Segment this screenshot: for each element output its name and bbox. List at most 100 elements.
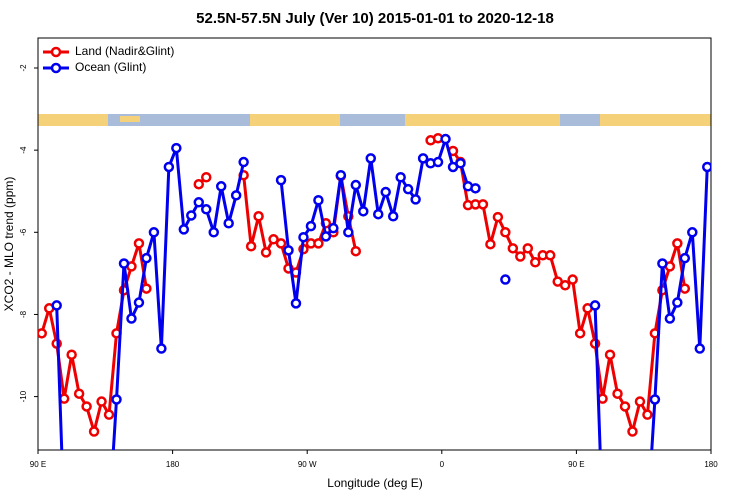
data-point [470,183,481,194]
legend-marker [50,62,62,74]
data-point [358,206,369,217]
legend-label: Ocean (Glint) [75,60,146,74]
data-point [298,231,309,243]
data-point [171,142,182,154]
data-point [515,251,526,262]
data-point [649,394,661,405]
y-tick-label: -6 [19,228,28,236]
data-point [380,186,391,198]
data-point [118,258,130,269]
data-point [148,227,160,238]
data-point [96,396,107,407]
data-point [163,161,175,173]
x-tick-label: 180 [166,460,180,469]
data-point [485,238,496,250]
data-point [215,181,227,192]
data-point [186,210,197,221]
data-point [178,224,190,235]
data-point [275,238,287,249]
data-point [230,190,242,201]
data-point [66,349,77,360]
x-axis-label: Longitude (deg E) [327,476,422,490]
data-point [455,158,466,169]
data-point [245,241,257,252]
data-point [283,245,294,256]
map-strip [38,114,711,126]
data-point [642,409,653,420]
data-point [81,401,92,412]
data-point [328,222,339,234]
data-point [410,194,421,205]
x-tick-label: 180 [704,460,718,469]
data-point [387,211,399,222]
data-point [500,274,511,285]
data-point [51,300,62,311]
data-point [111,394,122,405]
data-point [133,238,145,249]
data-point [679,283,691,294]
data-point [103,409,115,420]
data-point [612,388,623,399]
data-point [522,243,534,254]
data-point [313,238,324,249]
data-point [604,349,616,360]
data-point [350,245,362,257]
data-point [141,283,152,294]
data-point [589,300,601,311]
y-tick-label: -4 [19,146,28,154]
y-tick-label: -10 [19,390,28,402]
data-point [672,238,683,249]
data-point [432,156,444,168]
data-point [193,178,205,190]
data-point [544,250,556,261]
data-point [335,169,347,181]
data-point [619,401,631,412]
data-point [275,174,287,186]
data-point [320,231,332,242]
data-point [500,227,511,238]
data-point [305,220,317,232]
plot-area [38,132,711,450]
data-point [88,426,100,437]
data-point [574,328,586,339]
data-point [395,172,406,183]
series-line [40,136,687,434]
data-point [133,297,145,308]
y-tick-label: -8 [19,310,28,318]
x-tick-label: 90 E [568,460,584,469]
data-point [38,328,47,339]
data-point [260,247,272,258]
data-point [417,153,429,164]
data-point [201,204,212,215]
x-tick-label: 90 E [30,460,46,469]
y-axis-label: XCO2 - MLO trend (ppm) [2,177,16,312]
data-point [141,252,152,264]
data-point [679,252,691,264]
data-point [73,388,85,399]
data-point [350,179,362,191]
legend-label: Land (Nadir&Glint) [75,44,174,58]
data-point [664,313,676,324]
data-point [268,234,279,245]
data-point [223,218,234,229]
data-point [402,183,414,195]
data-point [193,197,205,208]
data-point [208,227,219,238]
chart-title: 52.5N-57.5N July (Ver 10) 2015-01-01 to … [196,10,554,27]
data-point [559,280,571,291]
legend-marker [50,46,62,58]
data-point [702,161,711,173]
data-point [694,343,706,354]
data-point [313,195,324,206]
data-point [634,396,646,407]
data-point [156,343,167,354]
data-point [567,274,578,285]
data-point [492,211,504,223]
data-point [201,172,212,183]
data-point [657,258,668,269]
plot-frame [37,37,712,451]
data-point [507,243,519,254]
data-point [687,227,698,238]
x-tick-label: 90 W [298,460,317,469]
y-tick-label: -2 [19,64,28,72]
